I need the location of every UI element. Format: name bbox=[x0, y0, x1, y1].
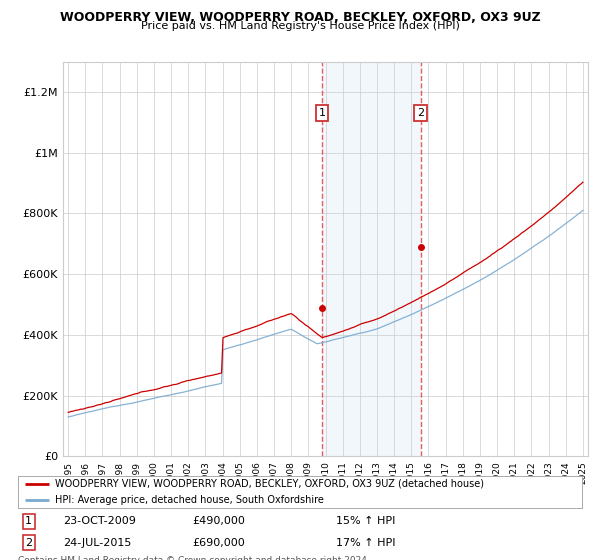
Text: 2: 2 bbox=[25, 538, 32, 548]
Text: 24-JUL-2015: 24-JUL-2015 bbox=[63, 538, 131, 548]
Text: 15% ↑ HPI: 15% ↑ HPI bbox=[336, 516, 395, 526]
Text: HPI: Average price, detached house, South Oxfordshire: HPI: Average price, detached house, Sout… bbox=[55, 495, 323, 505]
Text: £690,000: £690,000 bbox=[192, 538, 245, 548]
Text: Contains HM Land Registry data © Crown copyright and database right 2024.
This d: Contains HM Land Registry data © Crown c… bbox=[18, 556, 370, 560]
Text: £490,000: £490,000 bbox=[192, 516, 245, 526]
Text: WOODPERRY VIEW, WOODPERRY ROAD, BECKLEY, OXFORD, OX3 9UZ: WOODPERRY VIEW, WOODPERRY ROAD, BECKLEY,… bbox=[59, 11, 541, 24]
Text: WOODPERRY VIEW, WOODPERRY ROAD, BECKLEY, OXFORD, OX3 9UZ (detached house): WOODPERRY VIEW, WOODPERRY ROAD, BECKLEY,… bbox=[55, 479, 484, 489]
Text: Price paid vs. HM Land Registry's House Price Index (HPI): Price paid vs. HM Land Registry's House … bbox=[140, 21, 460, 31]
Text: 1: 1 bbox=[25, 516, 32, 526]
Text: 17% ↑ HPI: 17% ↑ HPI bbox=[336, 538, 395, 548]
Text: 23-OCT-2009: 23-OCT-2009 bbox=[63, 516, 136, 526]
Text: 1: 1 bbox=[319, 108, 326, 118]
Text: 2: 2 bbox=[417, 108, 424, 118]
Bar bbox=[322, 62, 421, 456]
